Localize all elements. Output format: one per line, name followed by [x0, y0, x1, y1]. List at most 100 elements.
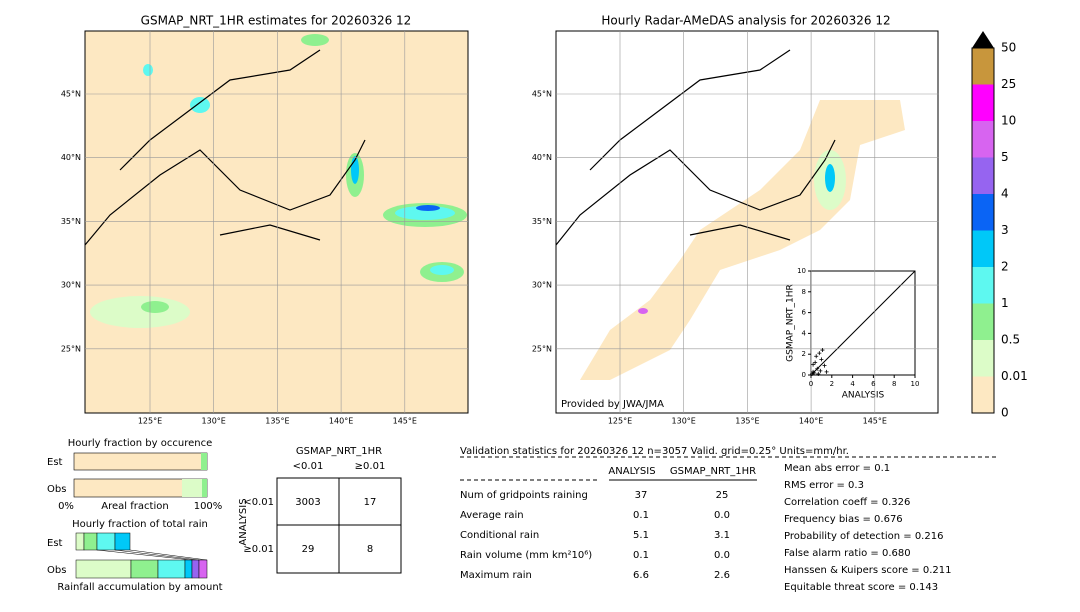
cell: 29	[302, 544, 315, 555]
lon-label: 140°E	[799, 417, 823, 426]
stat-label: Num of gridpoints raining	[460, 490, 588, 501]
column-label: GSMAP_NRT_1HR	[670, 466, 756, 477]
x-tick-label: 0	[809, 380, 813, 388]
row-label: ≥0.01	[243, 544, 274, 555]
lat-label: 35°N	[61, 217, 81, 226]
x-tick-label: 10	[911, 380, 920, 388]
colorbar-label: 0	[1001, 406, 1009, 420]
lon-label: 125°E	[138, 417, 162, 426]
point	[817, 351, 822, 356]
colorbar-segment	[972, 121, 994, 158]
colorbar-segment	[972, 157, 994, 194]
map-title: GSMAP_NRT_1HR estimates for 20260326 12	[141, 14, 412, 28]
colorbar-segment	[972, 376, 994, 413]
point	[815, 366, 820, 371]
rain-area	[141, 301, 169, 313]
colorbar-label: 1	[1001, 296, 1009, 310]
fraction-bar	[182, 479, 202, 497]
point	[820, 348, 825, 353]
fraction-bar	[83, 532, 98, 551]
colorbar-label: 4	[1001, 187, 1009, 201]
stat-label: Maximum rain	[460, 570, 532, 581]
score: Frequency bias = 0.676	[784, 514, 903, 525]
stat-label: Conditional rain	[460, 530, 539, 541]
left-map	[84, 30, 469, 414]
rain-area	[190, 97, 210, 113]
colorbar-frame	[971, 47, 995, 414]
lon-label: 125°E	[608, 417, 632, 426]
connector	[96, 549, 208, 561]
x-tick-label: 4	[850, 380, 855, 388]
score: Mean abs error = 0.1	[784, 463, 890, 474]
right-map: Provided by JWA/JMA	[555, 30, 939, 414]
point	[816, 371, 821, 376]
stat-value: 0.1	[633, 550, 649, 561]
colorbar-segment	[972, 84, 994, 121]
lon-label: 135°E	[735, 417, 759, 426]
stat-label: Average rain	[460, 510, 524, 521]
column-label: ≥0.01	[355, 461, 386, 472]
y-tick-label: 0	[802, 371, 806, 379]
lat-label: 25°N	[532, 344, 552, 353]
row-label: Est	[47, 457, 63, 468]
row-label: Obs	[47, 484, 66, 495]
colorbar-label: 0.5	[1001, 333, 1020, 347]
colorbar-label: 50	[1001, 41, 1016, 55]
rain-area	[395, 206, 455, 220]
colorbar-label: 5	[1001, 150, 1009, 164]
score: RMS error = 0.3	[784, 480, 864, 491]
lat-label: 40°N	[532, 153, 552, 162]
point	[810, 371, 815, 376]
rain-area	[825, 164, 835, 192]
stat-value: 0.0	[714, 550, 730, 561]
credit: Provided by JWA/JMA	[561, 399, 664, 410]
colorbar-label: 25	[1001, 77, 1016, 91]
colorbar-segment	[972, 230, 994, 267]
stat-value: 0.1	[633, 510, 649, 521]
point	[812, 370, 817, 375]
cell: 3003	[295, 497, 320, 508]
rain-area	[638, 308, 648, 314]
colorbar-segment	[972, 267, 994, 304]
axis-label: 100%	[194, 501, 223, 512]
coastline	[555, 49, 836, 246]
point	[824, 369, 829, 374]
stat-value: 3.1	[714, 530, 730, 541]
stat-value: 5.1	[633, 530, 649, 541]
lat-label: 25°N	[61, 344, 81, 353]
point	[822, 363, 827, 368]
axis-label: Areal fraction	[101, 501, 168, 512]
colorbar-label: 2	[1001, 260, 1009, 274]
fraction-bar	[114, 532, 131, 551]
coastline	[84, 49, 366, 246]
fraction-total-bars	[75, 532, 208, 579]
score: Probability of detection = 0.216	[784, 531, 943, 542]
colorbar-label: 0.01	[1001, 369, 1028, 383]
lon-label: 145°E	[863, 417, 887, 426]
lon-label: 130°E	[672, 417, 696, 426]
row-label: <0.01	[243, 497, 274, 508]
point	[811, 362, 816, 367]
stat-value: 37	[635, 490, 648, 501]
fraction-bar	[157, 559, 186, 579]
lat-label: 40°N	[61, 153, 81, 162]
fraction-bar	[75, 532, 85, 551]
validation-header: Validation statistics for 20260326 12 n=…	[460, 446, 849, 457]
y-tick-label: 2	[802, 350, 806, 358]
point	[818, 368, 823, 373]
fraction-bar	[198, 559, 208, 579]
x-axis-label: ANALYSIS	[842, 391, 885, 401]
fraction-bar	[130, 559, 159, 579]
lon-label: 140°E	[329, 417, 353, 426]
x-tick-label: 2	[830, 380, 834, 388]
stat-value: 2.6	[714, 570, 730, 581]
colorbar-segment	[972, 303, 994, 340]
score: Hanssen & Kuipers score = 0.211	[784, 565, 951, 576]
fraction-bar	[96, 532, 116, 551]
rain-area	[416, 205, 440, 211]
chart-footer: Rainfall accumulation by amount	[57, 582, 222, 593]
stat-value: 25	[716, 490, 729, 501]
point	[819, 357, 824, 362]
